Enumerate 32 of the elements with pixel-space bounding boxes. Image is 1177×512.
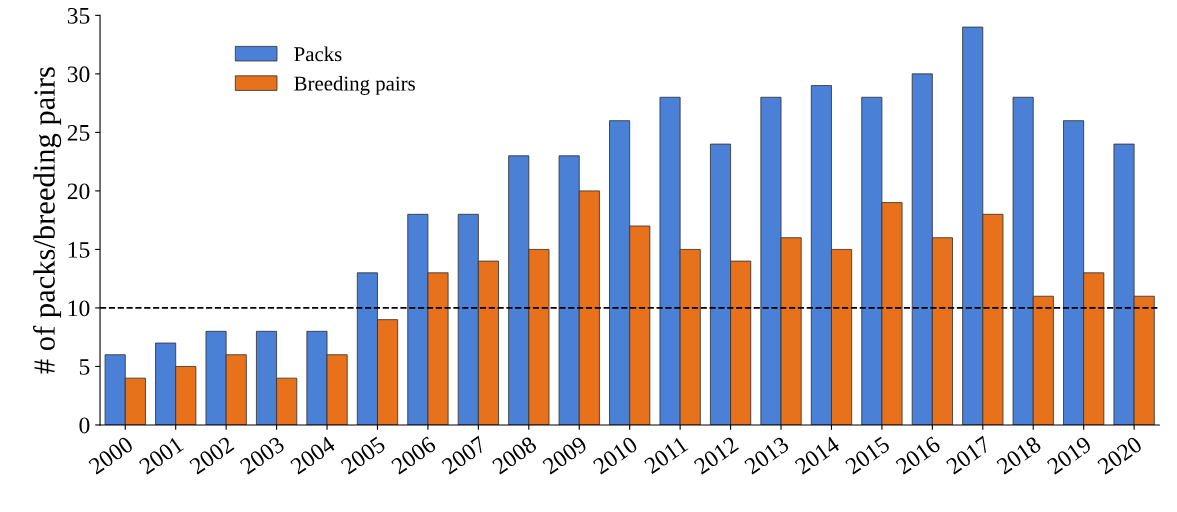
x-tick-label: 2020	[1096, 435, 1143, 475]
x-tick-label: 2004	[289, 435, 337, 475]
y-tick-label: 10	[68, 300, 90, 317]
y-tick-label: 15	[68, 242, 90, 258]
legend-label: Packs	[294, 46, 342, 62]
x-tick-label: 2019	[1046, 435, 1093, 475]
x-tick-label: 2015	[844, 435, 891, 475]
y-tick-label: 0	[79, 417, 90, 434]
x-tick-label: 2001	[138, 436, 185, 475]
y-tick-label: 35	[67, 7, 90, 24]
x-tick-label: 2011	[643, 436, 689, 475]
y-axis-title: # of packs/breeding pairs	[33, 67, 62, 374]
x-tick-label: 2013	[743, 435, 790, 475]
x-tick-label: 2016	[894, 435, 942, 475]
x-tick-label: 2003	[239, 435, 286, 475]
x-tick-label: 2009	[541, 435, 588, 475]
x-tick-label: 2017	[945, 435, 992, 475]
x-tick-label: 2018	[995, 435, 1043, 475]
x-tick-label: 2006	[390, 435, 437, 475]
y-tick-label: 5	[79, 359, 90, 375]
x-tick-label: 2008	[491, 435, 538, 475]
x-tick-label: 2010	[592, 435, 639, 475]
x-tick-label: 2002	[188, 435, 235, 475]
x-tick-label: 2007	[440, 435, 488, 475]
x-tick-label: 2014	[794, 435, 841, 475]
x-tick-label: 2012	[693, 435, 740, 475]
x-tick-label: 2005	[340, 435, 387, 475]
y-tick-label: 25	[67, 124, 90, 141]
legend-label: Breeding pairs	[294, 75, 415, 95]
y-tick-label: 20	[67, 183, 90, 200]
x-tick-label: 2000	[87, 435, 135, 475]
y-tick-label: 30	[67, 66, 90, 83]
